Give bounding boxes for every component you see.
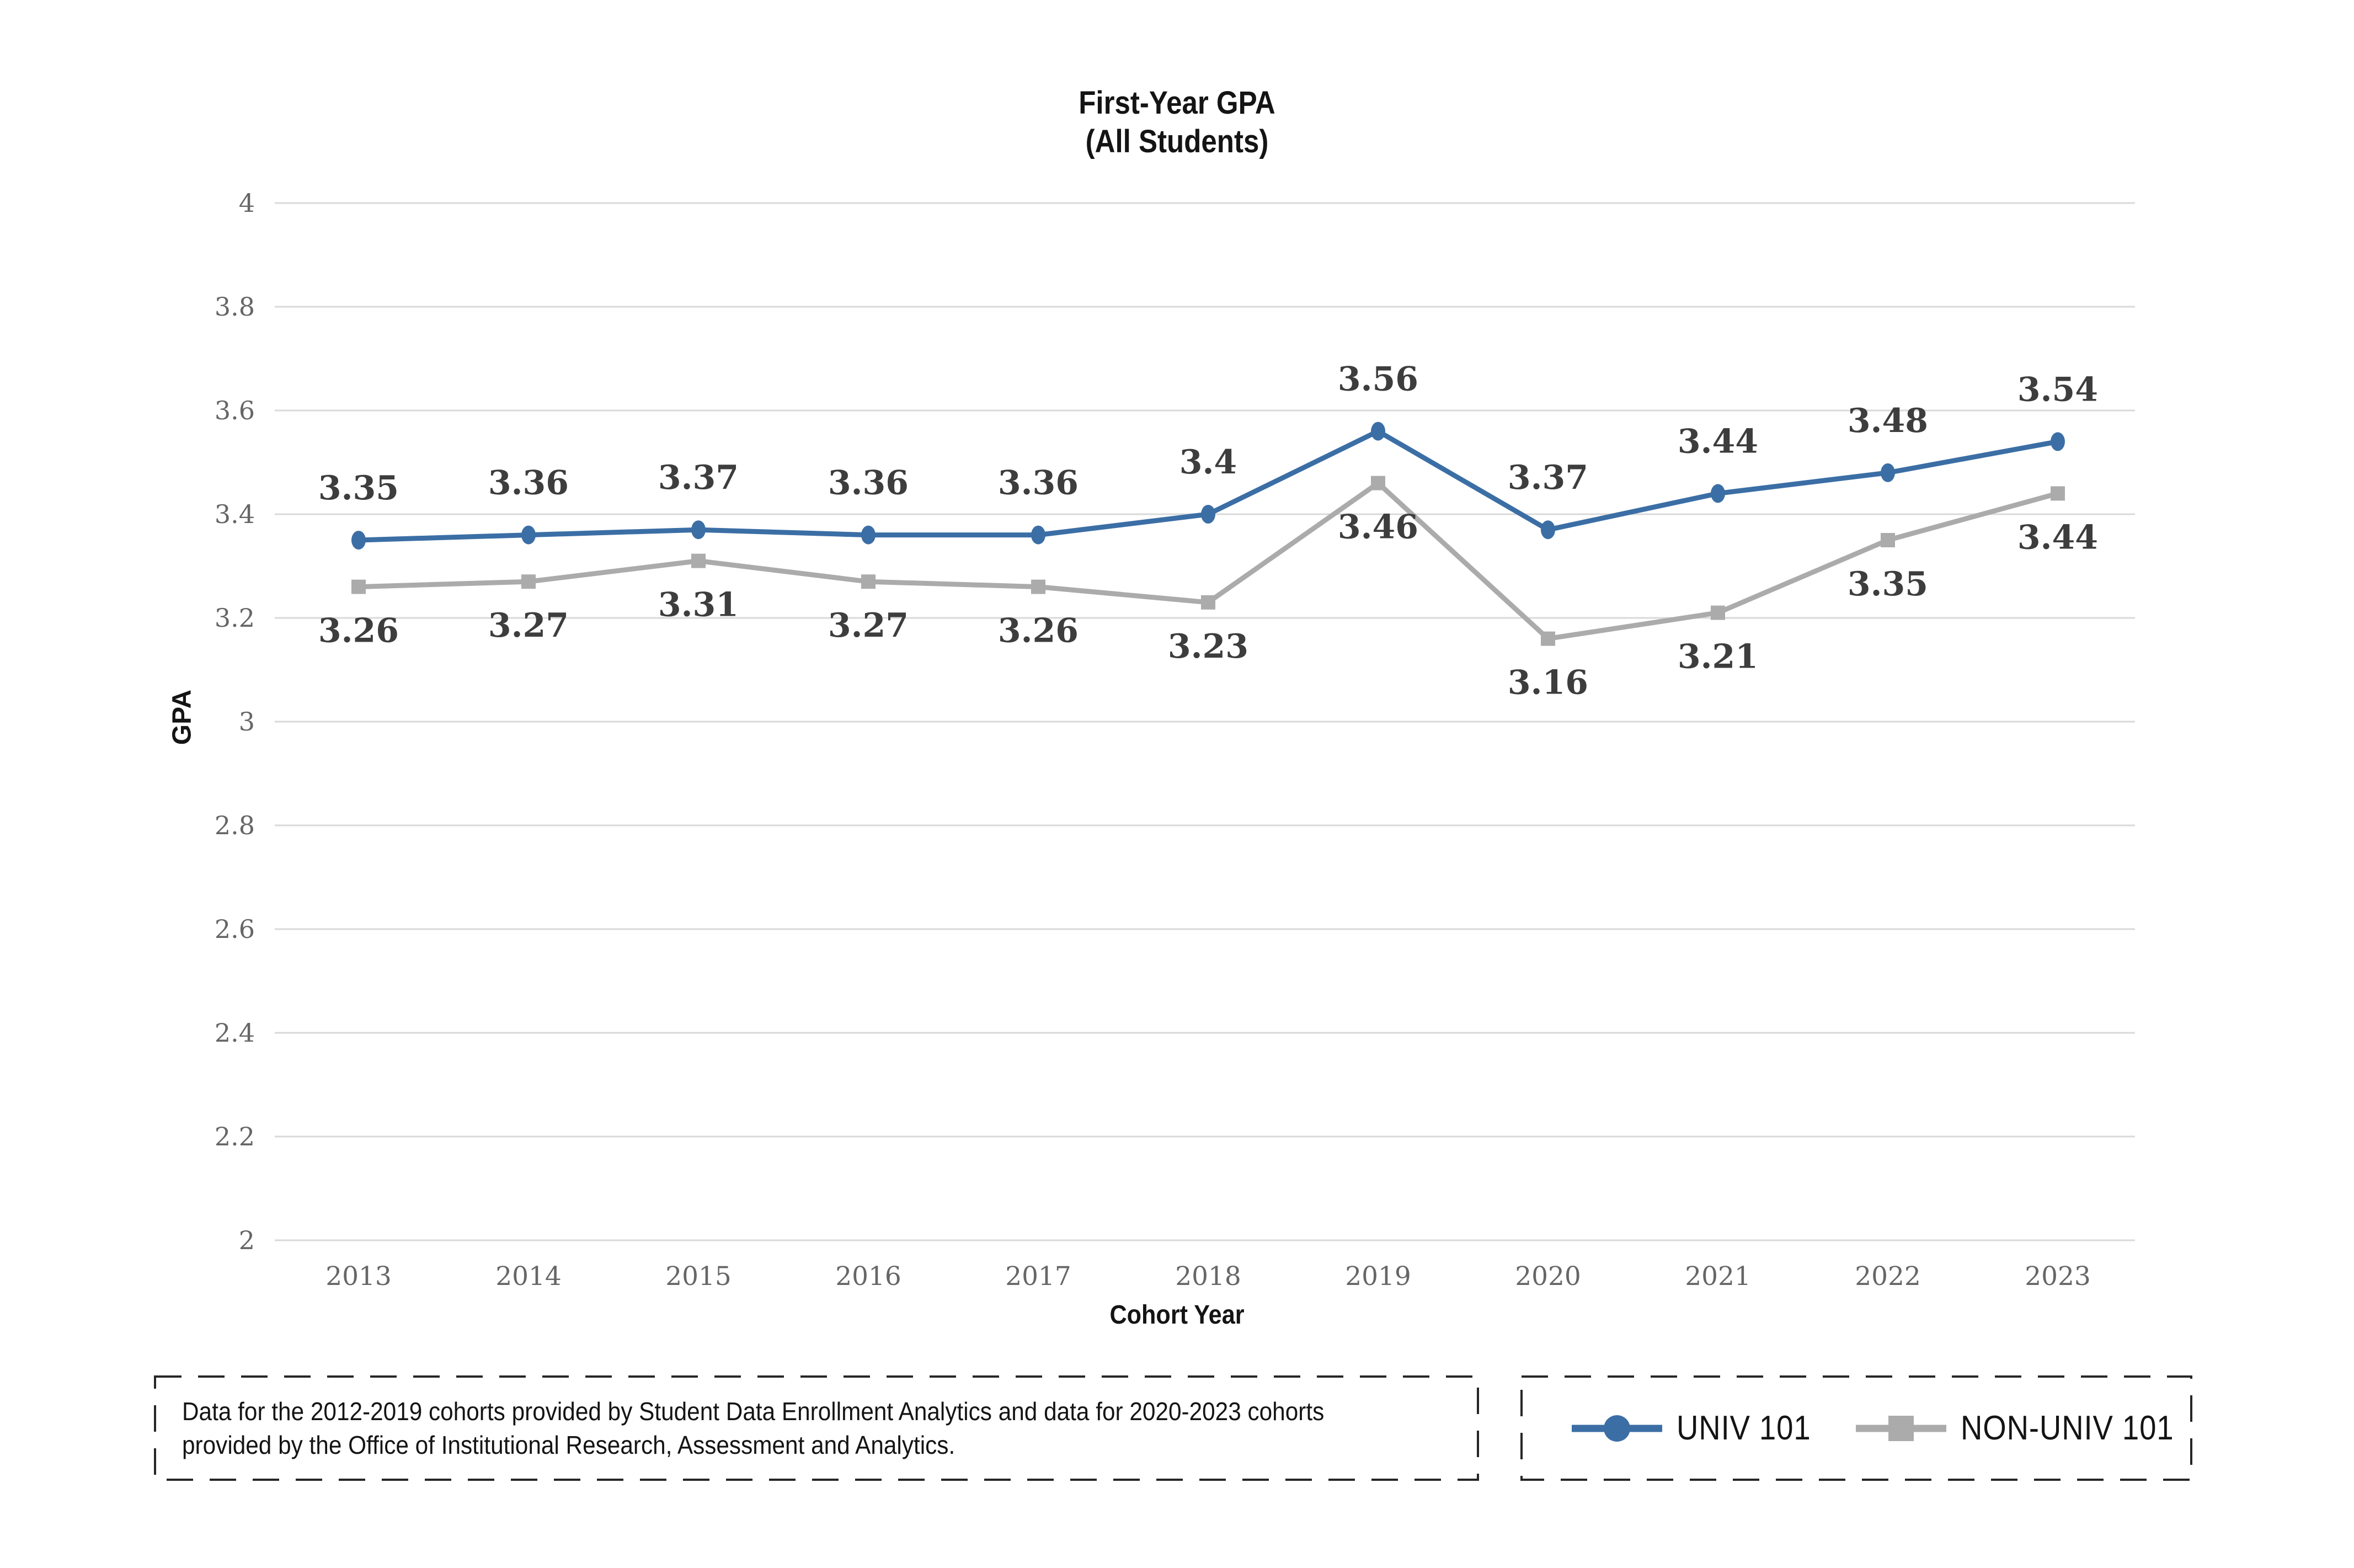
data-point-marker bbox=[861, 574, 876, 589]
data-point-marker bbox=[1541, 631, 1555, 646]
y-axis-tick-label: 2.2 bbox=[215, 1122, 255, 1151]
y-axis-tick-label: 3.8 bbox=[215, 292, 255, 322]
x-axis-tick-label: 2022 bbox=[1855, 1261, 1921, 1292]
data-point-marker bbox=[1711, 605, 1725, 620]
y-axis-tick-label: 3.2 bbox=[215, 603, 255, 633]
y-axis-tick-label: 2.6 bbox=[215, 914, 255, 944]
data-point-marker bbox=[1881, 533, 1895, 547]
data-point-label: 3.27 bbox=[488, 606, 569, 645]
data-point-marker bbox=[1541, 520, 1555, 540]
data-point-marker bbox=[1881, 463, 1895, 482]
data-point-marker bbox=[861, 525, 876, 545]
x-axis-tick-label: 2023 bbox=[2025, 1261, 2091, 1292]
data-point-marker bbox=[691, 520, 706, 540]
y-axis-tick-label: 4 bbox=[239, 188, 255, 218]
data-point-label: 3.31 bbox=[658, 586, 739, 625]
y-axis-tick-label: 2.4 bbox=[215, 1018, 255, 1048]
legend-label-non-univ101: NON-UNIV 101 bbox=[1960, 1409, 2174, 1447]
data-point-marker bbox=[1201, 505, 1215, 524]
data-point-label: 3.37 bbox=[1508, 458, 1588, 497]
footnote-text: Data for the 2012-2019 cohorts provided … bbox=[182, 1397, 1325, 1459]
chart-title: First-Year GPA (All Students) bbox=[141, 84, 2213, 161]
legend-item-univ101: UNIV 101 bbox=[1570, 1403, 1829, 1454]
data-point-label: 3.36 bbox=[998, 464, 1079, 503]
x-axis-tick-label: 2015 bbox=[665, 1261, 732, 1292]
data-point-marker bbox=[1371, 476, 1385, 490]
x-axis-tick-label: 2020 bbox=[1515, 1261, 1581, 1292]
data-point-marker bbox=[1711, 484, 1725, 503]
footnote-box-border bbox=[154, 1375, 1479, 1481]
data-point-marker bbox=[2051, 432, 2065, 451]
data-point-label: 3.26 bbox=[318, 612, 399, 650]
x-axis-tick-label: 2018 bbox=[1175, 1261, 1241, 1292]
data-point-label: 3.44 bbox=[1678, 422, 1758, 461]
y-axis-tick-label: 3.4 bbox=[215, 499, 255, 529]
data-point-marker bbox=[1031, 579, 1045, 594]
data-point-label: 3.16 bbox=[1508, 664, 1588, 702]
data-point-marker bbox=[351, 579, 366, 594]
univ101-line-marker-icon bbox=[1572, 1415, 1662, 1442]
data-point-label: 3.4 bbox=[1179, 443, 1237, 482]
x-axis-tick-label: 2016 bbox=[835, 1261, 901, 1292]
y-axis-tick-label: 3.6 bbox=[215, 396, 255, 425]
x-axis-tick-label: 2019 bbox=[1345, 1261, 1411, 1292]
y-axis-tick-label: 2 bbox=[239, 1225, 255, 1255]
data-point-marker bbox=[1371, 422, 1385, 441]
chart-title-line2: (All Students) bbox=[1085, 124, 1269, 159]
data-point-label: 3.35 bbox=[318, 469, 399, 508]
y-axis-tick-label: 2.8 bbox=[215, 810, 255, 840]
data-point-marker bbox=[521, 525, 536, 545]
chart-title-line1: First-Year GPA bbox=[1079, 85, 1275, 121]
legend-label-univ101: UNIV 101 bbox=[1677, 1409, 1811, 1447]
data-point-label: 3.44 bbox=[2017, 518, 2098, 557]
y-axis-tick-label: 3 bbox=[239, 707, 255, 737]
data-point-marker bbox=[351, 531, 366, 550]
x-axis-tick-label: 2014 bbox=[495, 1261, 562, 1292]
data-point-label: 3.26 bbox=[998, 612, 1079, 650]
legend-item-non-univ101: NON-UNIV 101 bbox=[1854, 1403, 2203, 1454]
x-axis-tick-label: 2013 bbox=[325, 1261, 392, 1292]
data-point-marker bbox=[1031, 525, 1045, 545]
data-point-label: 3.54 bbox=[2017, 370, 2098, 409]
data-point-label: 3.37 bbox=[658, 458, 739, 497]
data-point-label: 3.27 bbox=[828, 606, 909, 645]
data-point-label: 3.56 bbox=[1338, 360, 1418, 399]
data-point-marker bbox=[1201, 595, 1215, 610]
data-point-label: 3.21 bbox=[1678, 638, 1758, 676]
data-point-label: 3.36 bbox=[488, 464, 569, 503]
x-axis-tick-label: 2017 bbox=[1005, 1261, 1071, 1292]
x-axis-tick-label: 2021 bbox=[1685, 1261, 1751, 1292]
data-point-label: 3.46 bbox=[1338, 508, 1418, 547]
data-point-label: 3.35 bbox=[1848, 565, 1928, 604]
data-point-label: 3.36 bbox=[828, 464, 909, 503]
non-univ101-line-marker-icon bbox=[1855, 1415, 1946, 1441]
footnote-box: Data for the 2012-2019 cohorts provided … bbox=[153, 1375, 1480, 1481]
data-point-label: 3.48 bbox=[1848, 402, 1928, 440]
data-point-marker bbox=[521, 574, 536, 589]
data-point-marker bbox=[691, 553, 706, 568]
legend-items: UNIV 101 NON-UNIV 101 bbox=[1520, 1375, 2193, 1481]
legend-box: UNIV 101 NON-UNIV 101 bbox=[1520, 1375, 2193, 1481]
data-point-label: 3.23 bbox=[1168, 627, 1248, 666]
x-axis-title: Cohort Year bbox=[1109, 1300, 1245, 1330]
data-point-marker bbox=[2051, 486, 2065, 501]
